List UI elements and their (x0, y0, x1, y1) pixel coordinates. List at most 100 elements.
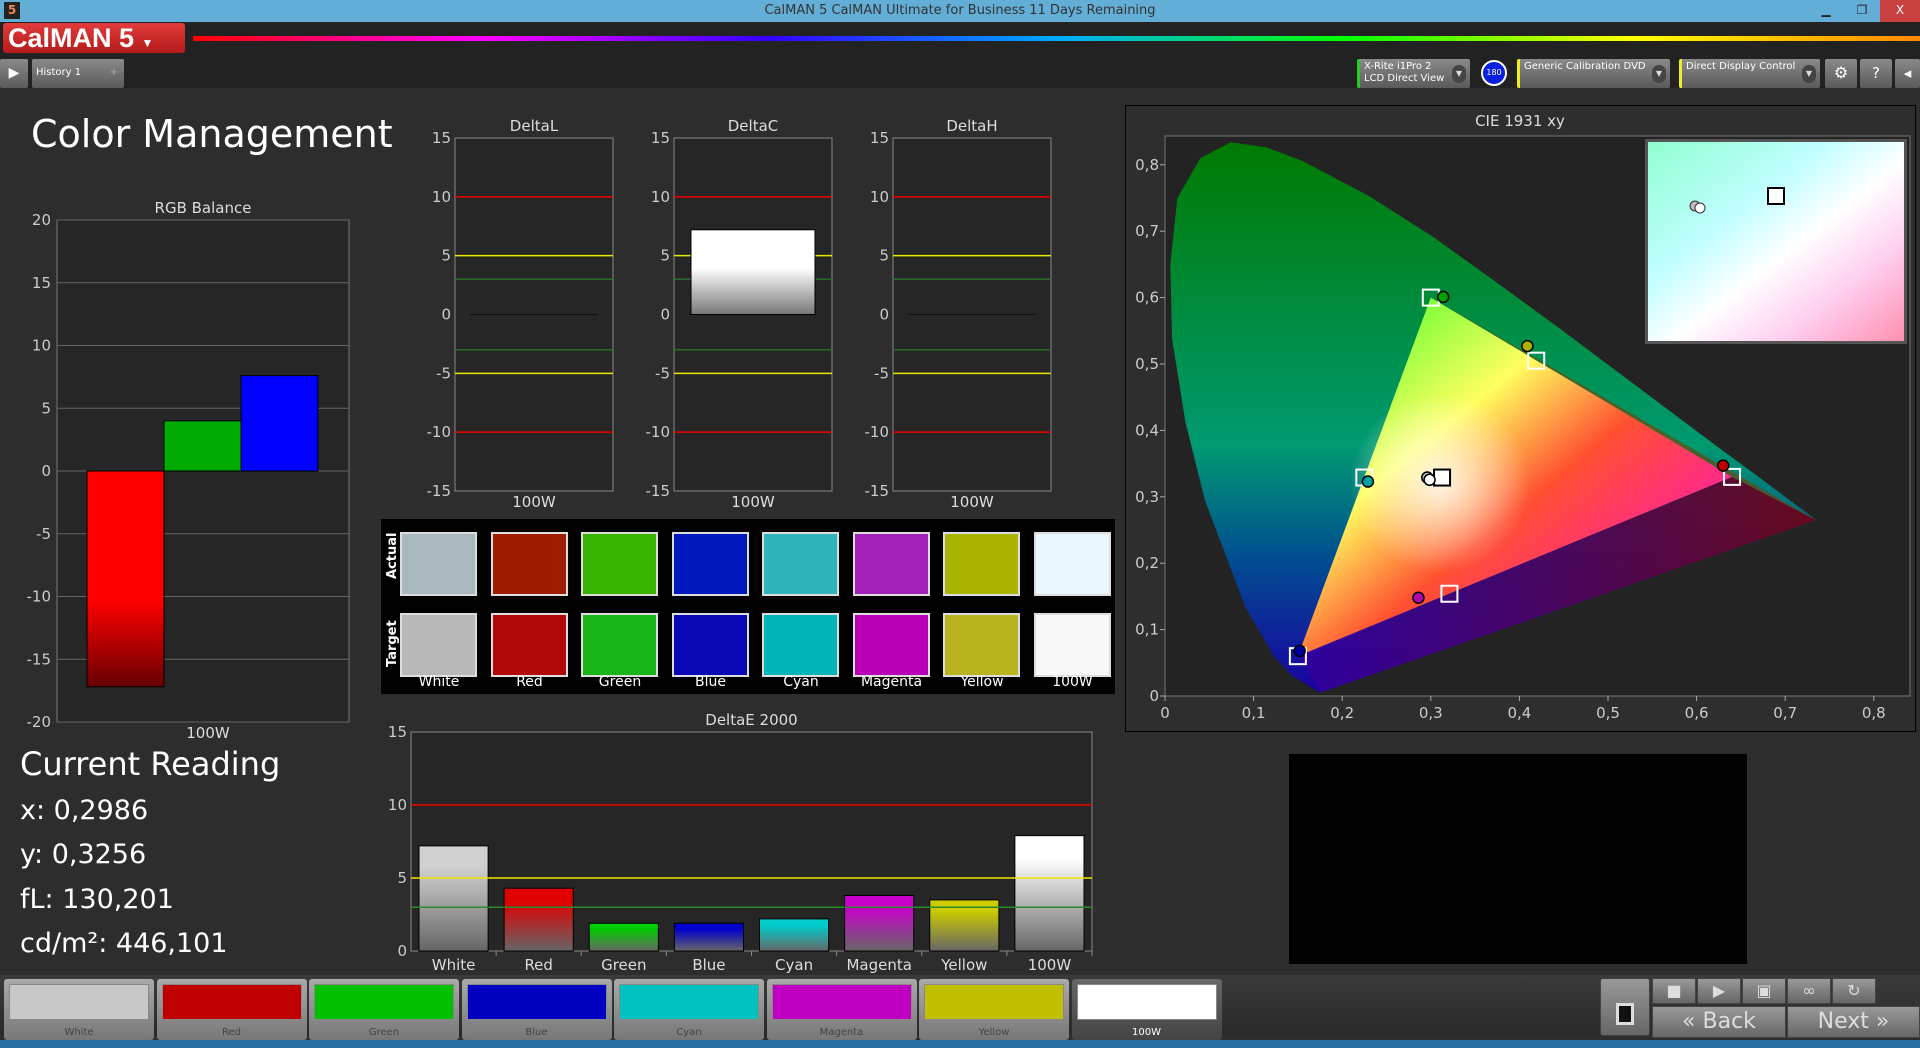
restore-button[interactable]: ❐ (1856, 3, 1868, 17)
patch-button-100w[interactable]: 100W (1071, 979, 1222, 1040)
meter-name: X-Rite i1Pro 2 (1364, 61, 1432, 72)
y-tick-label: 0,7 (1135, 222, 1159, 240)
target-swatch (581, 613, 658, 677)
next-button[interactable]: Next » (1787, 1006, 1920, 1038)
patch-button-yellow[interactable]: Yellow (919, 979, 1069, 1040)
x-tick-label: 0,8 (1862, 704, 1886, 722)
bar-red (503, 887, 574, 952)
patch-label: Blue (525, 1027, 548, 1038)
swatch-label: Yellow (960, 674, 1004, 690)
help-button[interactable]: ? (1860, 59, 1892, 88)
row-label-actual: Actual (385, 532, 400, 579)
gear-icon: ⚙ (1833, 63, 1849, 82)
meter-mode: LCD Direct View (1364, 73, 1445, 84)
reading-x: x: 0,2986 (20, 795, 149, 826)
patch-button-green[interactable]: Green (309, 979, 459, 1040)
y-tick-label: -20 (27, 713, 52, 731)
target-swatch (400, 613, 477, 677)
y-tick-label: 15 (870, 129, 889, 147)
patch-color (771, 984, 912, 1020)
chart-title: DeltaH (946, 117, 997, 135)
patch-button-blue[interactable]: Blue (461, 979, 612, 1040)
swatch-label: 100W (1052, 674, 1093, 690)
patch-color (924, 984, 1064, 1020)
bar-blue (240, 375, 319, 472)
y-tick-label: 0 (441, 306, 451, 324)
actual-marker-green (1436, 290, 1450, 304)
display-selector[interactable]: Direct Display Control ▼ (1679, 59, 1820, 88)
play-button[interactable]: ▶ (1697, 978, 1741, 1004)
cie-1931-chart: CIE 1931 xy 0 0,1 0,2 0,3 0,4 0,5 0,6 0,7 0,8 0 0,1… (1126, 106, 1915, 731)
y-tick-label: 0 (1149, 687, 1159, 705)
chart-title: DeltaL (510, 117, 559, 135)
back-button[interactable]: « Back (1652, 1006, 1786, 1038)
target-marker-white (1433, 468, 1452, 487)
meter-badge[interactable]: 180 (1481, 60, 1507, 86)
y-tick-label: 0,8 (1135, 156, 1159, 174)
y-tick-label: 0,3 (1135, 488, 1159, 506)
bar-green (588, 922, 659, 952)
target-swatch (852, 613, 930, 677)
close-button[interactable]: X (1880, 0, 1920, 22)
y-tick-label: -15 (865, 482, 890, 500)
x-tick-label: Cyan (775, 956, 813, 974)
patch-color (161, 984, 302, 1020)
patch-label: Green (368, 1027, 400, 1038)
target-swatch (943, 613, 1020, 677)
y-tick-label: 15 (32, 274, 51, 292)
actual-swatch (400, 532, 477, 596)
page-title: Color Management (31, 112, 393, 156)
tab-history-1[interactable]: History 1 + (32, 59, 124, 88)
calman-menu-button[interactable]: CalMAN 5 ▼ (3, 23, 185, 53)
y-tick-label: 0 (397, 942, 407, 960)
app-icon: 5 (4, 2, 20, 19)
x-tick-label: White (432, 956, 476, 974)
y-tick-label: 5 (397, 869, 407, 887)
play-icon[interactable]: ▶ (0, 59, 28, 88)
back-arrow-icon: « (1682, 1009, 1696, 1034)
save-icon: ▣ (1756, 981, 1772, 1000)
window-title: CalMAN 5 CalMAN Ultimate for Business 11… (764, 3, 1156, 18)
swatch-label: Magenta (860, 674, 923, 690)
chevron-down-icon: ▼ (1652, 65, 1666, 83)
minimize-button[interactable]: ▁ (1821, 3, 1831, 17)
actual-marker-magenta (1412, 591, 1425, 604)
settings-button[interactable]: ⚙ (1825, 59, 1857, 88)
swatch-label: Cyan (783, 674, 819, 690)
add-tab-button[interactable]: + (109, 67, 118, 78)
y-tick-label: 5 (441, 247, 451, 265)
meter-selector[interactable]: X-Rite i1Pro 2 LCD Direct View ▼ (1357, 59, 1470, 88)
x-tick-label: 100W (512, 493, 556, 511)
patch-button-magenta[interactable]: Magenta (766, 979, 917, 1040)
stop-button[interactable]: ■ (1652, 978, 1696, 1004)
y-tick-label: -5 (655, 364, 670, 382)
y-tick-label: -15 (646, 482, 671, 500)
loop-button[interactable]: ∞ (1787, 978, 1831, 1004)
x-tick-label: Magenta (846, 956, 911, 974)
patch-button-cyan[interactable]: Cyan (614, 979, 764, 1040)
chart-title: RGB Balance (155, 199, 252, 217)
patch-button-white[interactable]: White (4, 979, 154, 1040)
y-tick-label: -15 (27, 650, 52, 668)
patch-button-red[interactable]: Red (156, 979, 307, 1040)
save-button[interactable]: ▣ (1742, 978, 1786, 1004)
deltae-2000-chart: DeltaE 2000 15 10 5 0 White Red Green Blue Cyan Ma… (388, 711, 1093, 974)
chart-title: CIE 1931 xy (1475, 112, 1565, 130)
bar-red (86, 470, 165, 688)
actual-marker-red (1716, 459, 1730, 472)
display-label: Direct Display Control (1686, 61, 1796, 72)
expand-button[interactable] (1600, 978, 1650, 1036)
source-selector[interactable]: Generic Calibration DVD ▼ (1517, 59, 1670, 88)
swatch-label: Blue (695, 674, 726, 690)
chart-title: DeltaC (728, 117, 779, 135)
refresh-button[interactable]: ↻ (1832, 978, 1876, 1004)
row-label-target: Target (385, 620, 400, 667)
y-tick-label: 10 (388, 796, 407, 814)
target-swatch (1033, 613, 1111, 677)
reading-y: y: 0,3256 (20, 839, 147, 870)
y-tick-label: -10 (865, 423, 890, 441)
collapse-button[interactable]: ◂ (1895, 59, 1920, 88)
inset-actual-white (1694, 202, 1706, 214)
y-tick-label: 0 (41, 462, 51, 480)
target-swatch (671, 613, 749, 677)
